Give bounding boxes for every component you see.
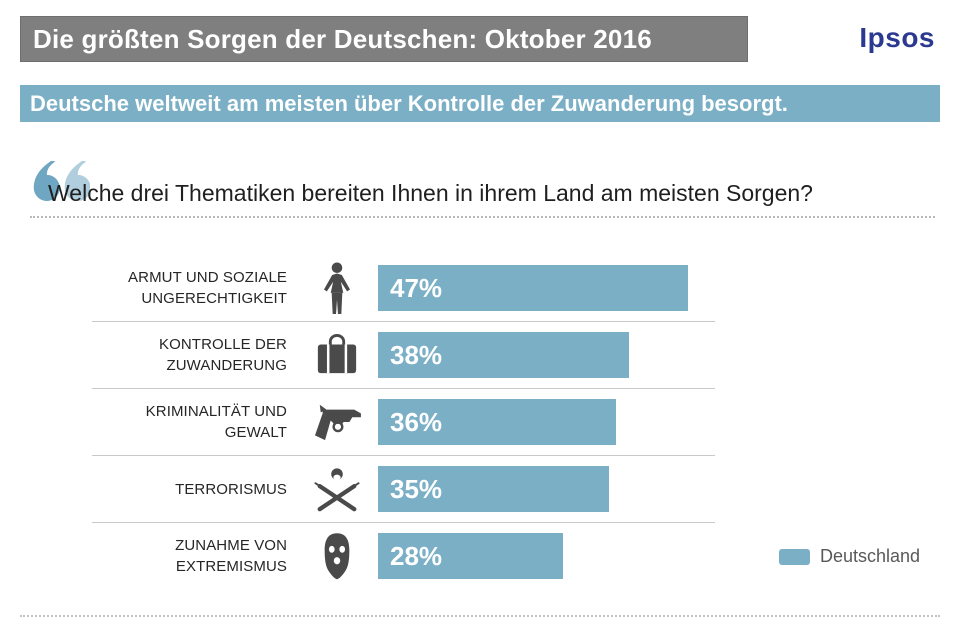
quote-icon <box>33 160 90 201</box>
balaclava-icon <box>295 531 378 581</box>
legend-swatch <box>779 548 810 565</box>
row-divider <box>92 522 715 523</box>
crossed-rifles-icon <box>295 465 378 513</box>
category-label: ARMUT UND SOZIALE UNGERECHTIGKEIT <box>128 269 287 307</box>
row-divider <box>92 321 715 322</box>
value-label: 38% <box>390 339 443 370</box>
bar-deutschland: 38% <box>378 332 629 378</box>
value-label: 36% <box>390 406 443 437</box>
bar-deutschland: 28% <box>378 533 563 579</box>
chart-row: KRIMINALITÄT UND GEWALT 36% <box>92 389 952 455</box>
survey-question: Welche drei Thematiken bereiten Ihnen in… <box>48 180 813 206</box>
legend-label: Deutschland <box>820 546 921 566</box>
revolver-icon <box>295 400 378 444</box>
value-label: 47% <box>390 272 443 303</box>
value-label: 35% <box>390 473 443 504</box>
chart-row: TERRORISMUS 35% <box>92 456 952 522</box>
ipsos-logo: Ipsos <box>859 22 935 53</box>
person-icon <box>295 261 378 315</box>
bar-deutschland: 35% <box>378 466 609 512</box>
category-label: KRIMINALITÄT UND GEWALT <box>145 403 287 441</box>
legend: Deutschland <box>779 546 920 567</box>
bar-deutschland: 36% <box>378 399 616 445</box>
suitcase-icon <box>295 333 378 377</box>
row-divider <box>92 455 715 456</box>
category-label: KONTROLLE DER ZUWANDERUNG <box>159 336 287 374</box>
footer-divider <box>20 615 940 617</box>
page-title: Die größten Sorgen der Deutschen: Oktobe… <box>33 23 652 54</box>
value-label: 28% <box>390 540 443 571</box>
subtitle-bar: Deutsche weltweit am meisten über Kontro… <box>20 85 940 122</box>
chart-row: ZUNAHME VON EXTREMISMUS 28% <box>92 523 952 589</box>
title-bar: Die größten Sorgen der Deutschen: Oktobe… <box>20 16 748 62</box>
bar-chart: ARMUT UND SOZIALE UNGERECHTIGKEIT 47% KONTR… <box>92 255 952 589</box>
category-label: ZUNAHME VON EXTREMISMUS <box>175 537 287 575</box>
chart-row: ARMUT UND SOZIALE UNGERECHTIGKEIT 47% <box>92 255 952 321</box>
row-divider <box>92 388 715 389</box>
chart-row: KONTROLLE DER ZUWANDERUNG 38% <box>92 322 952 388</box>
subtitle-text: Deutsche weltweit am meisten über Kontro… <box>30 90 788 116</box>
category-label: TERRORISMUS <box>175 480 287 498</box>
bar-deutschland: 47% <box>378 265 688 311</box>
question-divider <box>30 216 935 218</box>
